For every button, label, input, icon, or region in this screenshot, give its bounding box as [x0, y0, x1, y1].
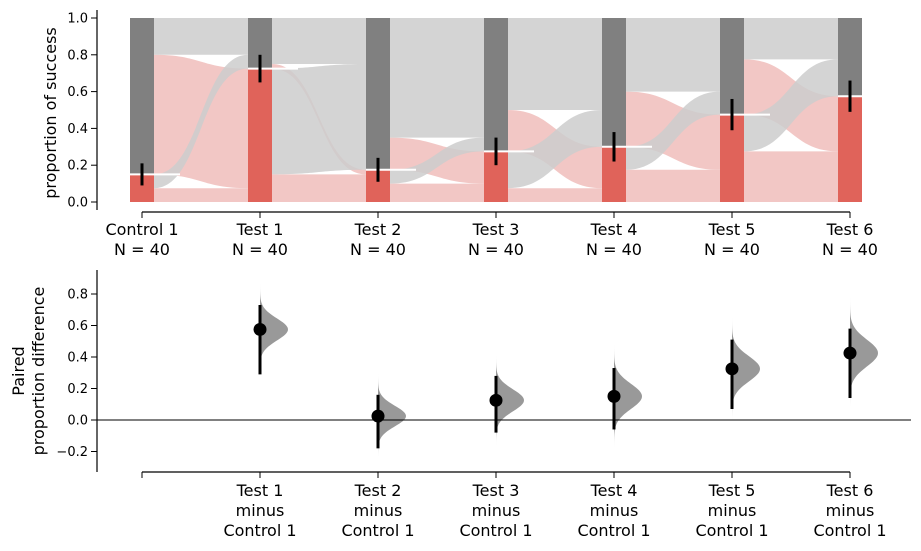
bar-success [248, 68, 272, 202]
flow-success-to-success [154, 188, 248, 202]
top-x-tick-n-label: N = 40 [704, 240, 760, 259]
bottom-x-tick-label: minus [472, 501, 521, 520]
bottom-y-axis-label-line1: Paired [9, 346, 28, 395]
top-x-tick-label: Test 3 [472, 220, 520, 239]
bootstrap-distribution [378, 364, 406, 461]
effect-size-point [607, 389, 621, 403]
top-stacked-bars [130, 18, 888, 202]
bottom-x-tick-label: Control 1 [459, 521, 532, 540]
bottom-y-tick-label: 0.4 [67, 351, 88, 366]
top-x-tick-n-label: N = 40 [232, 240, 288, 259]
flow-failure-to-failure [154, 18, 248, 55]
bar-failure [484, 18, 508, 152]
effect-size-point [371, 409, 385, 423]
flow-failure-to-failure [390, 18, 484, 138]
bottom-x-tick-label: Test 3 [472, 481, 520, 500]
flow-success-to-success [626, 169, 720, 202]
bottom-x-tick-label: minus [354, 501, 403, 520]
effect-size-point [253, 322, 267, 336]
top-y-tick-label: 0.2 [67, 159, 88, 174]
top-x-tick-label: Test 5 [708, 220, 756, 239]
bottom-x-tick-label: Control 1 [223, 521, 296, 540]
bottom-x-tick-label: minus [590, 501, 639, 520]
top-x-tick-label: Test 4 [590, 220, 638, 239]
flow-failure-to-failure [626, 18, 720, 92]
bottom-bootstrap-distributions [260, 278, 878, 461]
bootstrap-distribution [732, 317, 760, 427]
flow-success-to-failure [626, 91, 720, 170]
bootstrap-distribution [496, 352, 524, 446]
effect-size-point [489, 393, 503, 407]
bar-failure [602, 18, 626, 147]
bottom-x-tick-label: Test 1 [236, 481, 284, 500]
bottom-y-tick-label: −0.2 [56, 445, 88, 460]
bottom-x-tick-label: Control 1 [341, 521, 414, 540]
bottom-x-tick-label: Control 1 [813, 521, 886, 540]
flow-failure-to-failure [744, 18, 838, 60]
bar-failure [720, 18, 744, 115]
flow-success-to-success [390, 183, 484, 202]
bar-failure [130, 18, 154, 175]
bottom-x-tick-label: Control 1 [577, 521, 650, 540]
flow-success-to-failure [744, 59, 838, 152]
flow-success-to-failure [508, 110, 602, 189]
flow-success-to-failure [272, 64, 366, 175]
flow-success-to-success [744, 151, 838, 202]
effect-size-point [725, 362, 739, 376]
top-y-axis-label: proportion of success [41, 27, 60, 199]
bottom-y-axis-label-line2: proportion difference [29, 287, 48, 456]
top-x-tick-label: Test 2 [354, 220, 402, 239]
flow-success-to-success [508, 188, 602, 202]
top-x-tick-label: Test 6 [826, 220, 874, 239]
bottom-y-tick-label: 0.6 [67, 319, 88, 334]
bottom-x-tick-label: minus [236, 501, 285, 520]
bottom-x-tick-label: Test 5 [708, 481, 756, 500]
bottom-x-tick-label: Test 6 [826, 481, 874, 500]
flow-failure-to-failure [508, 18, 602, 110]
top-y-tick-label: 0.0 [67, 196, 88, 211]
flow-success-to-failure [154, 54, 248, 189]
bottom-x-tick-label: minus [826, 501, 875, 520]
bootstrap-distribution [614, 342, 642, 449]
bootstrap-distribution [850, 297, 878, 409]
top-x-tick-n-label: N = 40 [822, 240, 878, 259]
bottom-x-tick-label: Test 2 [354, 481, 402, 500]
bottom-effect-sizes [253, 305, 857, 449]
bottom-y-tick-label: 0.8 [67, 288, 88, 303]
bar-success [838, 96, 862, 202]
top-x-tick-n-label: N = 40 [468, 240, 524, 259]
top-x-tick-n-label: N = 40 [350, 240, 406, 259]
top-x-tick-label: Test 1 [236, 220, 284, 239]
flow-success-to-success [272, 174, 366, 202]
bottom-y-tick-label: 0.2 [67, 382, 88, 397]
bottom-x-tick-label: minus [708, 501, 757, 520]
top-y-tick-label: 0.4 [67, 122, 88, 137]
bottom-y-tick-label: 0.0 [67, 414, 88, 429]
bottom-x-tick-label: Control 1 [695, 521, 768, 540]
top-x-tick-label: Control 1 [105, 220, 178, 239]
top-y-tick-label: 0.8 [67, 48, 88, 63]
top-x-tick-n-label: N = 40 [586, 240, 642, 259]
bottom-x-tick-label: Test 4 [590, 481, 638, 500]
top-error-bars [140, 54, 852, 186]
bootstrap-distribution [260, 278, 288, 386]
top-y-tick-label: 0.6 [67, 85, 88, 100]
top-y-tick-label: 1.0 [67, 12, 88, 27]
bar-failure [366, 18, 390, 170]
flow-failure-to-failure [272, 18, 366, 64]
effect-size-point [843, 346, 857, 360]
flow-success-to-failure [390, 137, 484, 184]
top-flow-bands [154, 18, 838, 202]
top-x-tick-n-label: N = 40 [114, 240, 170, 259]
